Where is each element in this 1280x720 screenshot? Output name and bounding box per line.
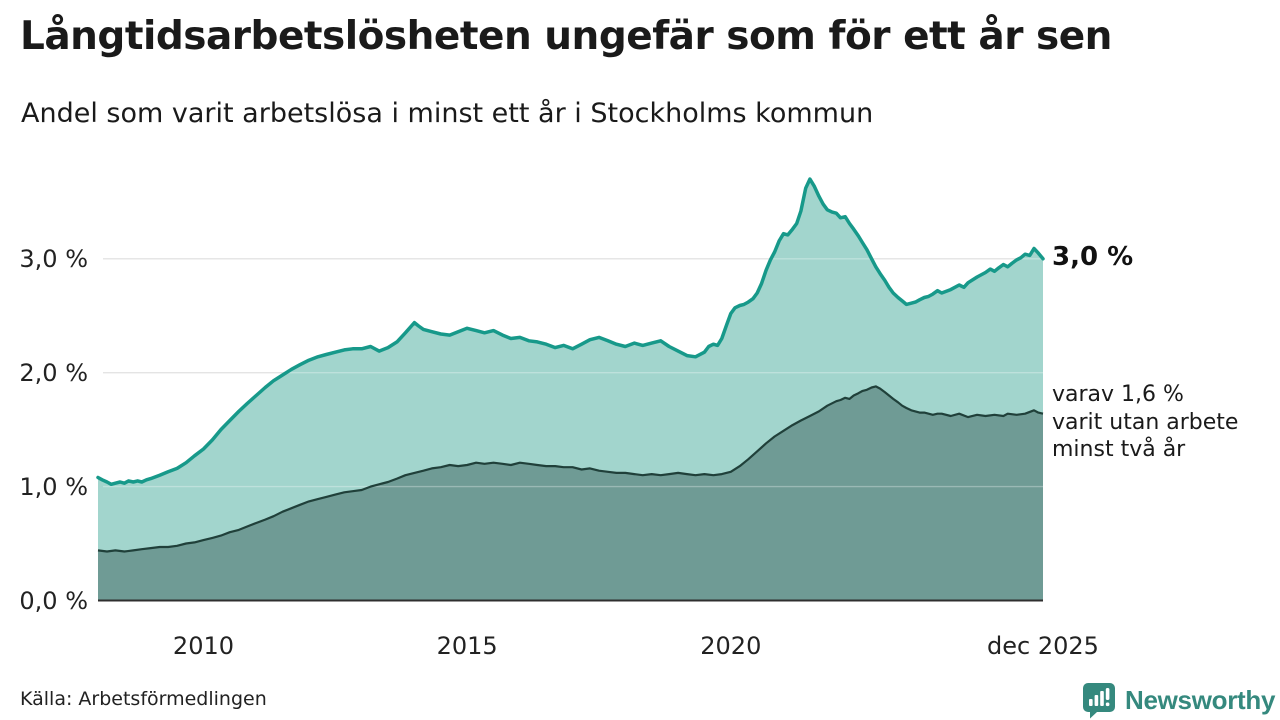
latest-value-label: 3,0 %: [1052, 241, 1134, 272]
newsworthy-logo-icon: [1083, 683, 1115, 719]
source-note: Källa: Arbetsförmedlingen: [20, 688, 267, 710]
line-unemployed-one-year: [96, 177, 1045, 487]
y-tick-2: 2,0 %: [19, 358, 88, 387]
newsworthy-brand: Newsworthy: [1080, 681, 1275, 719]
newsworthy-wordmark: Newsworthy: [1125, 685, 1276, 715]
page-title: Långtidsarbetslösheten ungefär som för e…: [20, 14, 1112, 59]
gridline-overlay: [103, 258, 1043, 488]
secondary-annotation-line-3: minst två år: [1052, 437, 1186, 462]
y-tick-1: 1,0 %: [19, 472, 88, 501]
x-tick-2020: 2020: [700, 632, 762, 660]
area-unemployed-two-years: [98, 386, 1043, 601]
x-tick-2015: 2015: [436, 632, 498, 660]
secondary-annotation: varav 1,6 % varit utan arbete minst två …: [1052, 381, 1238, 464]
y-tick-0: 0,0 %: [19, 586, 88, 615]
secondary-annotation-line-1: varav 1,6 %: [1052, 382, 1184, 407]
line-unemployed-two-years: [97, 385, 1044, 553]
bar-chart-glyph: [1089, 688, 1110, 707]
secondary-annotation-line-2: varit utan arbete: [1052, 409, 1239, 435]
x-tick-dec-2025: dec 2025: [987, 632, 1099, 660]
chart-subtitle: Andel som varit arbetslösa i minst ett å…: [21, 98, 874, 129]
x-tick-2010: 2010: [172, 632, 234, 660]
y-tick-3: 3,0 %: [19, 244, 88, 273]
